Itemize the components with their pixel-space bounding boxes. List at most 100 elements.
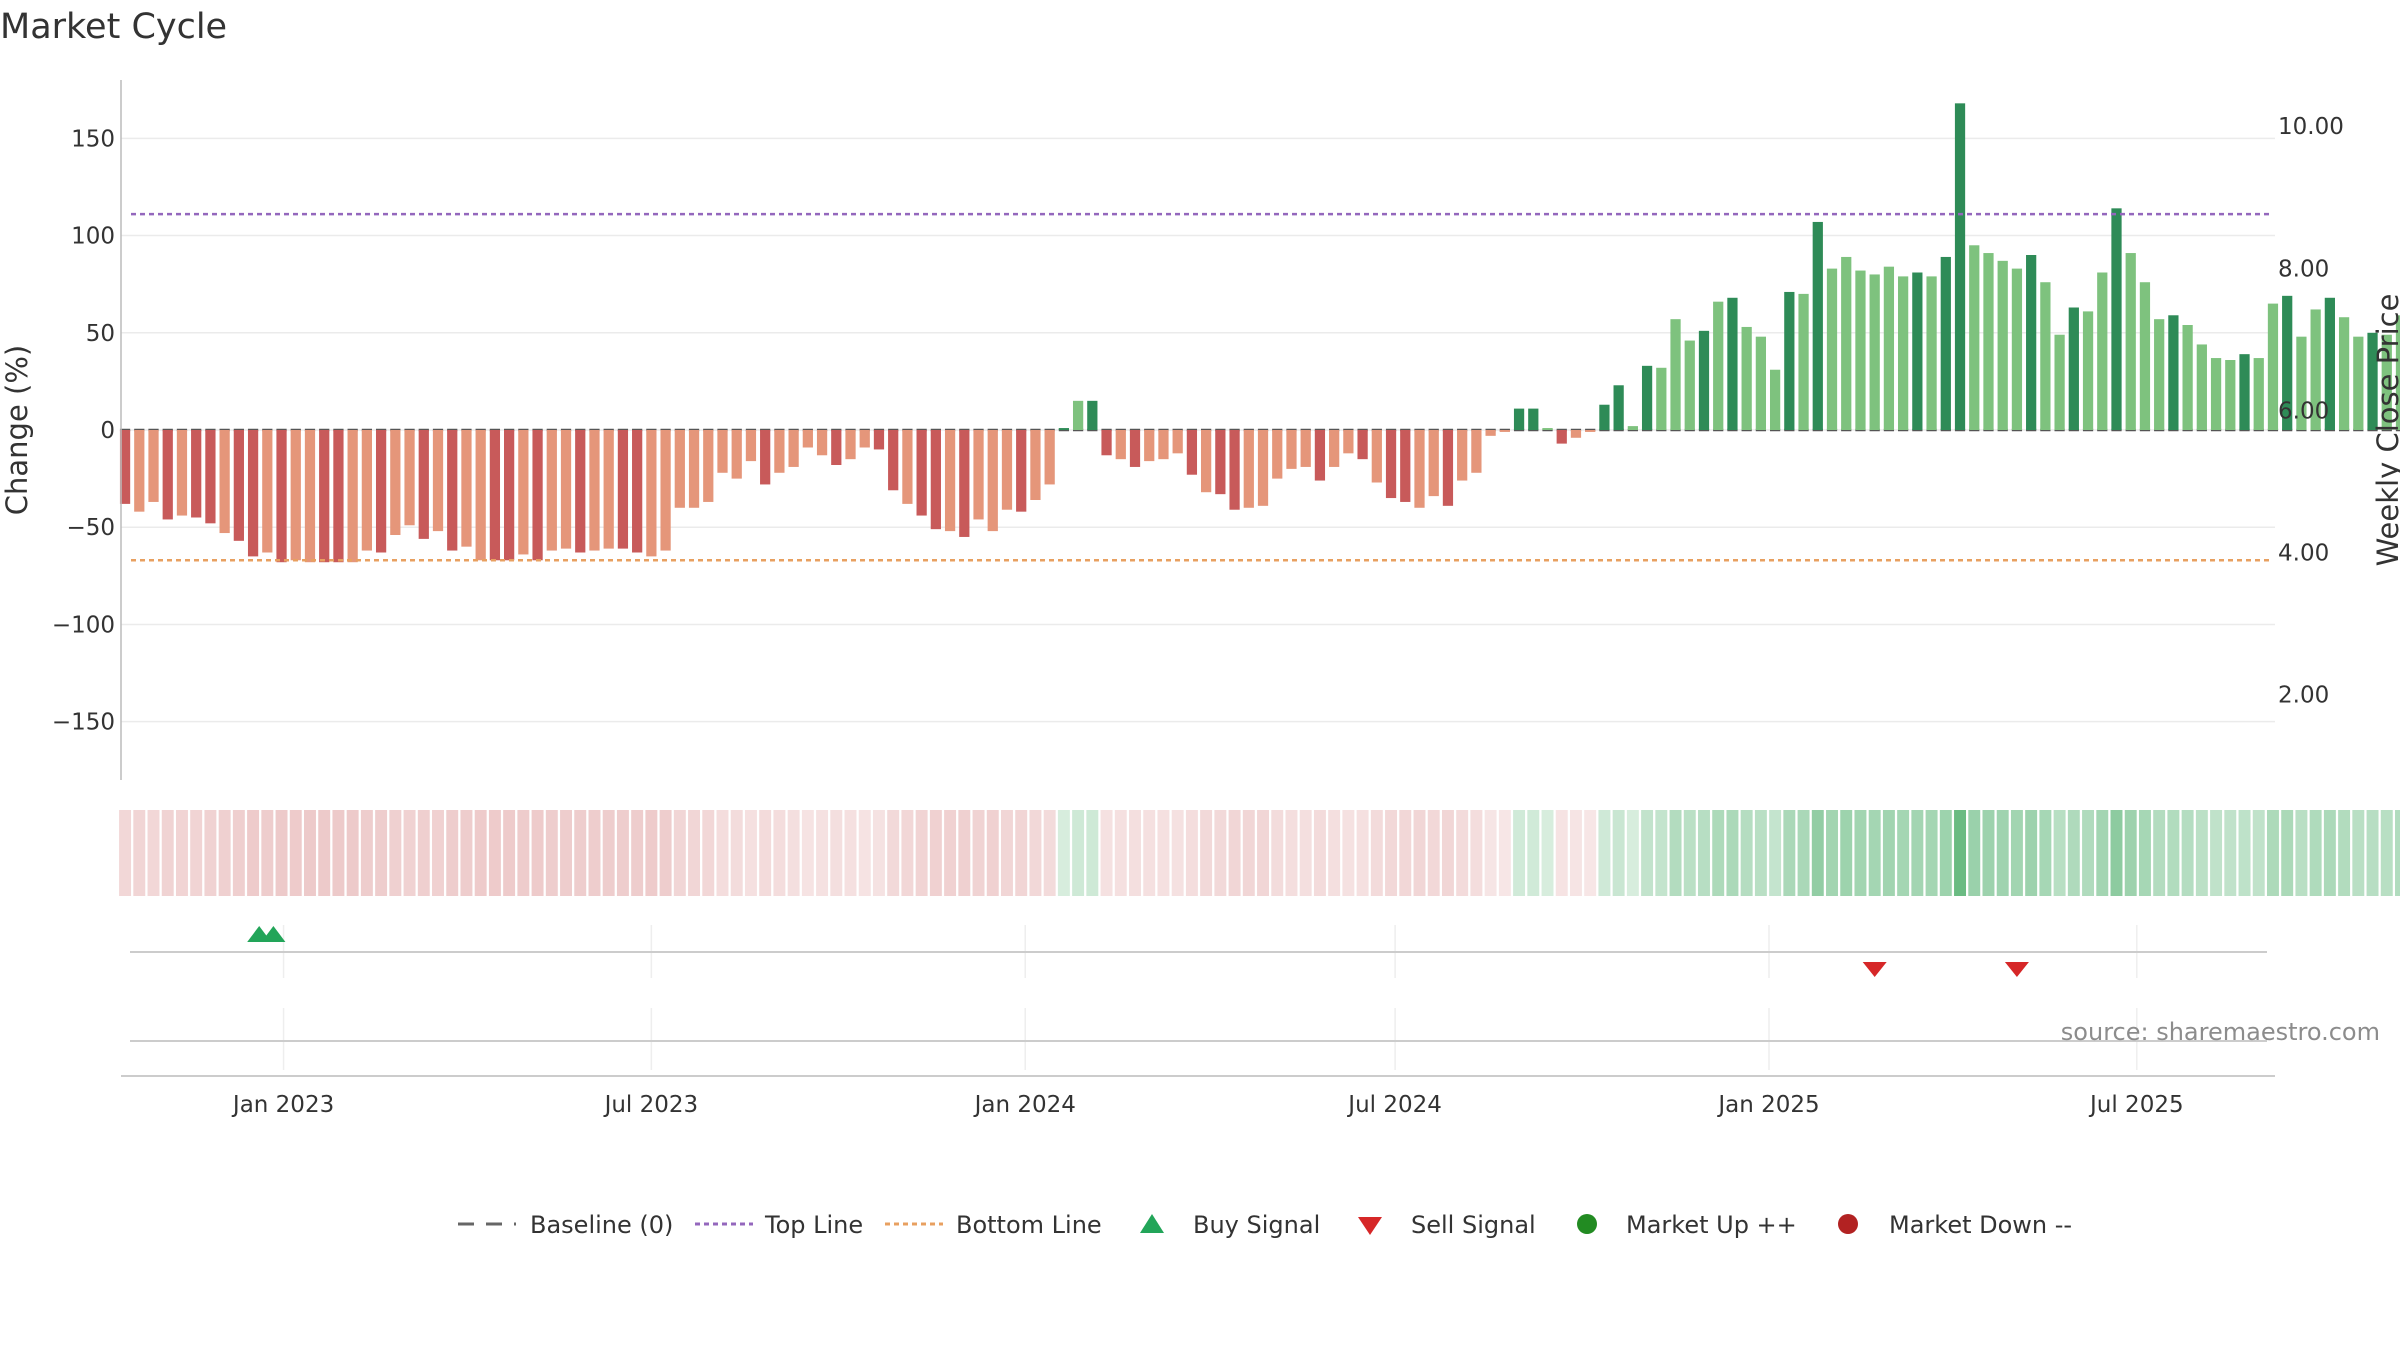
heat-cell <box>1100 810 1113 896</box>
y-tick-label: 100 <box>71 224 115 250</box>
change-bar <box>560 430 572 549</box>
heat-cell <box>1313 810 1326 896</box>
heat-cell <box>1612 810 1625 896</box>
change-bar <box>1385 430 1397 499</box>
change-bar <box>1570 430 1582 438</box>
heat-cell <box>1726 810 1739 896</box>
change-bar <box>760 430 771 485</box>
heat-cell <box>2039 810 2052 896</box>
y-tick-label: −150 <box>52 710 115 736</box>
heat-cell <box>531 810 544 896</box>
heat-cell <box>616 810 629 896</box>
heat-cell <box>1698 810 1710 896</box>
change-bar <box>1826 268 1838 430</box>
change-bar <box>2225 360 2236 430</box>
change-bar <box>2097 272 2108 430</box>
change-bar <box>1215 430 1226 495</box>
change-bar <box>390 430 401 535</box>
heat-cell <box>1214 810 1227 896</box>
change-bar <box>959 430 970 537</box>
heat-cell <box>375 810 388 896</box>
heat-cell <box>2281 810 2294 896</box>
heat-cell <box>1854 810 1867 896</box>
change-bar <box>2125 253 2136 430</box>
source-label: source: sharemaestro.com <box>2061 1018 2380 1046</box>
heat-cell <box>972 810 985 896</box>
heat-cell <box>858 810 871 896</box>
heat-cell <box>673 810 686 896</box>
heat-cell <box>1555 810 1568 896</box>
change-bar <box>831 430 842 465</box>
change-bar <box>1656 367 1667 430</box>
change-bar <box>1926 276 1937 430</box>
change-bar <box>1670 319 1681 430</box>
heat-cell <box>1954 810 1967 896</box>
change-bar <box>1016 430 1027 512</box>
change-bar <box>930 430 941 530</box>
change-bar <box>2324 297 2335 430</box>
heat-cell <box>474 810 487 896</box>
change-bar <box>1087 400 1098 430</box>
heat-cell <box>1982 810 1995 896</box>
heat-cell <box>1185 810 1198 896</box>
market-grid-lines <box>282 1008 2138 1070</box>
x-tick-label: Jan 2025 <box>1716 1092 1819 1118</box>
heat-cell <box>446 810 459 896</box>
change-bar <box>233 430 244 541</box>
heat-cell <box>2380 810 2393 896</box>
change-bar <box>1528 408 1539 430</box>
change-bar <box>304 430 316 563</box>
change-bar <box>1414 430 1425 508</box>
change-bar <box>944 430 956 532</box>
heat-cell <box>389 810 402 896</box>
heat-cell <box>659 810 672 896</box>
change-bar <box>404 430 415 526</box>
change-bar <box>2338 317 2350 430</box>
change-bar <box>1357 430 1368 460</box>
change-bar <box>1755 336 1767 430</box>
change-bar <box>1129 430 1141 467</box>
heat-cell <box>844 810 857 896</box>
buy-signal-icon <box>1140 1214 1164 1233</box>
heat-cell <box>1569 810 1582 896</box>
legend-market-down: Market Down -- <box>1838 1211 2072 1239</box>
heat-cell <box>1271 810 1284 896</box>
legend-baseline: Baseline (0) <box>458 1211 673 1239</box>
heat-cell <box>261 810 274 896</box>
heat-cell <box>1072 810 1085 896</box>
heat-cell <box>2138 810 2151 896</box>
change-bar <box>802 430 813 448</box>
x-tick-label: Jan 2023 <box>231 1092 334 1118</box>
heat-cell <box>958 810 971 896</box>
heat-cell <box>1968 810 1981 896</box>
change-bar <box>1513 408 1525 430</box>
change-bar <box>589 430 600 551</box>
change-bar <box>2267 303 2279 430</box>
reference-lines <box>131 212 2270 562</box>
buy-signal-marker <box>261 926 286 942</box>
heat-cell <box>346 810 359 896</box>
heat-cell <box>1527 810 1540 896</box>
change-bar <box>1684 340 1695 430</box>
change-bar <box>774 430 785 473</box>
heat-cell <box>2323 810 2336 896</box>
heat-cell <box>247 810 260 896</box>
heat-cell <box>702 810 715 896</box>
change-bar <box>1585 430 1596 432</box>
svg-text:Baseline (0): Baseline (0) <box>530 1211 673 1239</box>
y2-tick-label: 6.00 <box>2278 398 2329 424</box>
change-bar <box>475 430 486 561</box>
heat-cell <box>1897 810 1910 896</box>
change-bar <box>2011 268 2023 430</box>
change-bar <box>845 430 856 460</box>
change-bar <box>176 430 188 516</box>
heat-cell <box>2266 810 2279 896</box>
heat-cell <box>816 810 829 896</box>
change-bar <box>276 430 287 563</box>
change-bar <box>262 430 273 553</box>
heat-cell <box>1925 810 1938 896</box>
heat-cell <box>1413 810 1426 896</box>
y2-axis-label: Weekly Close Price <box>2371 294 2400 567</box>
heat-cell <box>232 810 245 896</box>
heat-cell <box>1769 810 1782 896</box>
